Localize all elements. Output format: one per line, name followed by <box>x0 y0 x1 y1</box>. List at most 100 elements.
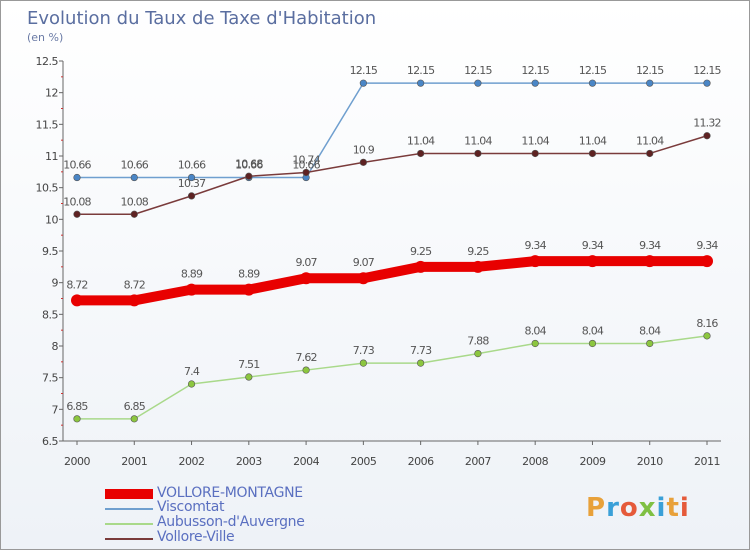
data-point <box>703 132 711 140</box>
series-line <box>76 335 708 420</box>
data-point <box>588 149 597 158</box>
series-line <box>76 82 708 179</box>
data-label: 8.04 <box>525 324 547 337</box>
legend-label: VOLLORE-MONTAGNE <box>157 485 303 501</box>
data-label: 9.25 <box>467 245 489 258</box>
data-point <box>703 332 711 340</box>
y-tick-label: 7 <box>52 403 59 416</box>
legend-label: Vollore-Ville <box>157 529 235 545</box>
brand-letter: P <box>586 493 607 523</box>
x-tick-label: 2009 <box>579 455 605 468</box>
legend-swatch <box>105 538 153 540</box>
data-label: 8.04 <box>582 324 604 337</box>
data-point <box>417 359 425 367</box>
data-point <box>128 294 141 307</box>
data-point <box>586 255 599 268</box>
data-label: 12.15 <box>464 64 492 77</box>
data-label: 8.04 <box>639 324 661 337</box>
data-label: 11.04 <box>579 134 607 147</box>
data-label: 9.25 <box>410 245 432 258</box>
y-tick-label: 11 <box>45 150 58 163</box>
y-tick-label: 12 <box>45 87 58 100</box>
data-point <box>531 339 539 348</box>
data-point <box>187 192 196 200</box>
data-point <box>588 339 597 348</box>
data-label: 8.89 <box>181 268 203 281</box>
data-point <box>417 79 425 87</box>
brand-letter: i <box>679 493 690 523</box>
data-point <box>414 260 427 273</box>
data-label: 8.72 <box>124 278 145 291</box>
data-point <box>73 415 81 423</box>
data-point <box>359 359 367 367</box>
brand-letter: t <box>666 493 680 523</box>
data-label: 9.07 <box>353 256 375 269</box>
data-point <box>357 272 370 285</box>
data-label: 9.07 <box>295 256 317 269</box>
data-label: 10.66 <box>292 159 320 172</box>
data-label: 11.04 <box>407 134 435 147</box>
data-point <box>245 373 253 381</box>
data-point <box>187 173 196 182</box>
data-label: 6.85 <box>124 400 146 413</box>
data-label: 10.9 <box>353 143 375 156</box>
series-line <box>76 134 708 216</box>
x-tick-label: 2002 <box>179 455 205 468</box>
data-label: 10.37 <box>178 177 206 190</box>
data-label: 7.88 <box>467 335 489 348</box>
legend-label: Viscomtat <box>157 499 225 515</box>
x-tick-label: 2011 <box>694 455 720 468</box>
data-point <box>245 172 253 180</box>
data-label: 11.32 <box>693 117 721 130</box>
x-tick-label: 2005 <box>350 455 376 468</box>
brand-letter: i <box>656 493 667 523</box>
data-label: 12.15 <box>579 64 607 77</box>
data-point <box>531 149 539 158</box>
data-point <box>531 79 539 87</box>
data-point <box>474 149 482 158</box>
data-point <box>73 173 81 182</box>
data-point <box>359 79 367 87</box>
data-point <box>302 168 310 177</box>
x-tick-label: 2007 <box>465 455 491 468</box>
data-label: 10.66 <box>121 159 149 172</box>
data-point <box>474 350 482 358</box>
brand-logo: Proxiti <box>586 493 690 523</box>
y-tick-label: 6.5 <box>42 435 58 448</box>
chart-title: Evolution du Taux de Taxe d'Habitation <box>27 8 377 29</box>
y-tick-label: 10.5 <box>36 182 59 195</box>
data-point <box>185 283 198 296</box>
y-tick-label: 8.5 <box>42 308 58 321</box>
data-label: 10.66 <box>235 159 263 172</box>
data-point <box>302 366 310 374</box>
brand-letter: o <box>619 493 639 523</box>
data-label: 7.73 <box>353 344 375 357</box>
y-tick-label: 12.5 <box>36 55 59 68</box>
data-label: 12.15 <box>521 64 549 77</box>
x-tick-label: 2010 <box>637 455 663 468</box>
data-label: 11.04 <box>636 134 664 147</box>
data-point <box>187 380 196 388</box>
data-point <box>646 149 654 158</box>
data-label: 10.66 <box>63 159 91 172</box>
data-point <box>701 255 713 268</box>
data-point <box>588 79 597 87</box>
data-label: 7.73 <box>410 344 432 357</box>
y-tick-label: 11.5 <box>36 118 59 131</box>
data-point <box>529 255 542 268</box>
y-tick-label: 9.5 <box>42 245 58 258</box>
data-label: 9.34 <box>582 239 604 252</box>
data-label: 10.08 <box>121 195 149 208</box>
data-label: 7.4 <box>184 365 200 378</box>
data-point <box>646 79 654 87</box>
x-tick-label: 2003 <box>236 455 262 468</box>
data-point <box>130 173 138 182</box>
data-label: 12.15 <box>407 64 435 77</box>
data-label: 11.04 <box>464 134 492 147</box>
data-point <box>359 158 367 166</box>
chart-subtitle: (en %) <box>27 31 64 44</box>
data-label: 7.51 <box>238 358 259 371</box>
data-point <box>703 79 711 87</box>
x-tick-label: 2000 <box>64 455 90 468</box>
